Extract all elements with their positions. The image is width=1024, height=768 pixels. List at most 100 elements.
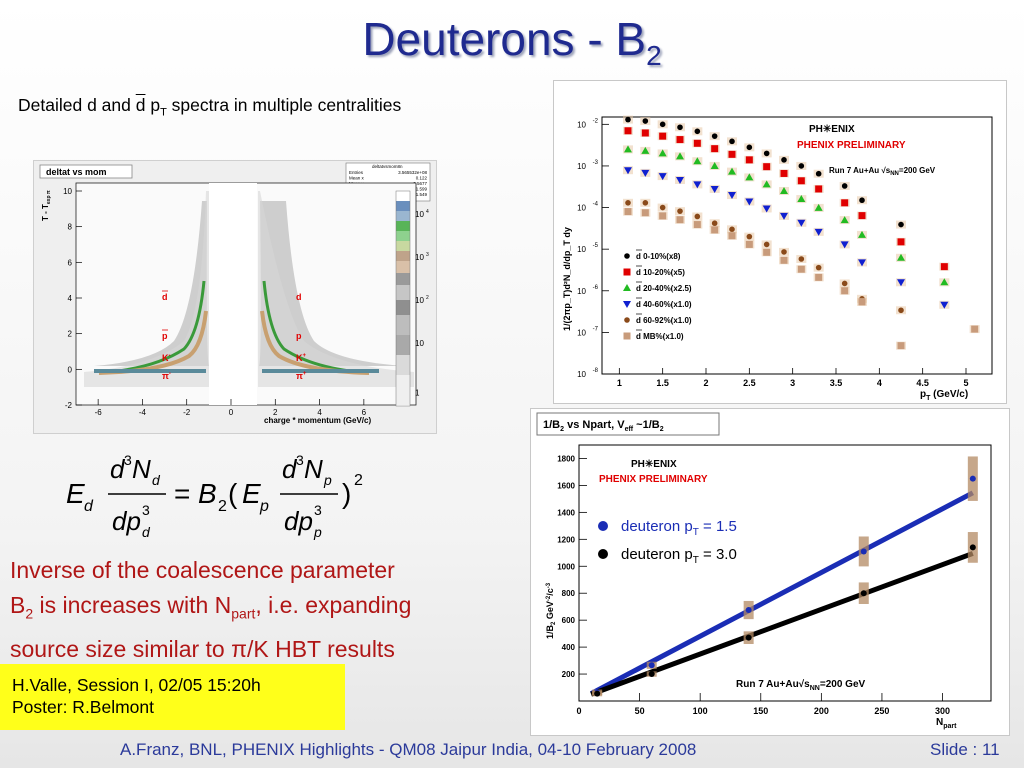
spectra-data-point (858, 259, 866, 267)
spectra-data-point (780, 256, 788, 264)
b2-ytick-label: 200 (562, 670, 576, 679)
spectra-ytick-label: 10 (577, 370, 586, 379)
spectra-xtick-label: 4 (877, 378, 882, 388)
slide-number: Slide : 11 (930, 740, 1000, 759)
b2-ytick-label: 1400 (557, 508, 575, 517)
subtitle-text-2: spectra in multiple centralities (166, 95, 402, 115)
b2-ytick-label: 1000 (557, 562, 575, 571)
spectra-data-point (642, 200, 649, 206)
spectra-data-point (897, 253, 905, 261)
pid-ytick-label: 6 (68, 258, 73, 267)
spectra-xtick-label: 5 (963, 378, 968, 388)
spectra-data-point (728, 167, 736, 175)
b2-phenix-logo: PH✳ENIX (631, 459, 677, 470)
b2-ytick-label: 1200 (557, 535, 575, 544)
pid-stats-value: 3.565532e+08 (398, 170, 427, 175)
spectra-data-point (814, 228, 823, 236)
conclusion-text: Inverse of the coalescence parameter B2 … (10, 553, 530, 667)
spectra-data-point (762, 180, 771, 188)
b2-tab (536, 412, 720, 436)
spectra-data-point (815, 264, 822, 271)
formula-sub-2: 2 (218, 498, 227, 515)
spectra-data-point (971, 325, 979, 333)
spectra-xtick-label: 3 (790, 378, 795, 388)
spectra-data-point (711, 145, 719, 153)
spectra-data-point (940, 278, 949, 286)
pid-gap (209, 183, 257, 405)
spectra-data-point (840, 216, 849, 224)
spectra-data-point (641, 146, 650, 154)
b2-preliminary: PHENIX PRELIMINARY (599, 474, 708, 485)
spectra-ytick-exp: -2 (593, 118, 599, 124)
info-line-poster: Poster: R.Belmont (12, 697, 154, 717)
pid-stats-value: 0.5677 (413, 181, 427, 186)
b2-xtick-label: 200 (814, 706, 829, 716)
formula-sub-p: p (259, 498, 269, 515)
b2-legend-marker (598, 521, 608, 531)
spectra-run-label: Run 7 Au+Au √sNN=200 GeV (829, 166, 936, 177)
spectra-data-point (624, 127, 632, 135)
conclusion-line-1: Inverse of the coalescence parameter (10, 557, 395, 583)
b2-run-label: Run 7 Au+Au√sNN=200 GeV (736, 679, 866, 692)
spectra-data-point (897, 238, 905, 246)
spectra-data-point (780, 169, 788, 177)
spectra-data-point (858, 212, 866, 220)
spectra-data-point (859, 197, 865, 204)
spectra-data-point (624, 145, 632, 153)
formula-N-d: N (132, 454, 151, 484)
spectra-data-point (898, 307, 904, 314)
spectra-data-point (746, 144, 753, 151)
pid-ytick-label: 4 (68, 294, 73, 303)
pid-left-haze (84, 191, 209, 387)
spectra-data-point (815, 273, 823, 281)
b2-ylabel: 1/B2 GeV-2/c-3 (545, 582, 557, 639)
title-subscript: 2 (646, 40, 662, 72)
b2-ytick-label: 1600 (557, 481, 575, 490)
spectra-data-point (676, 216, 684, 224)
pid-tab-label: deltat vs mom (46, 167, 107, 177)
pid-xtick-label: 6 (362, 408, 367, 417)
spectra-data-point (763, 248, 771, 256)
spectra-data-point (745, 156, 753, 164)
spectra-data-point (780, 212, 788, 220)
conclusion-line-3: source size similar to π/K HBT results (10, 635, 395, 662)
spectra-data-point (797, 265, 805, 273)
spectra-data-point (658, 149, 667, 157)
spectra-ytick-label: 10 (577, 162, 586, 171)
b2-xtick-label: 50 (635, 706, 645, 716)
spectra-xtick-label: 1 (617, 378, 622, 388)
spectra-legend-label: d 60-92%(x1.0) (636, 316, 692, 325)
spectra-data-point (745, 198, 754, 206)
pid-label-pos: p (296, 331, 302, 341)
formula-num-right: d (282, 454, 298, 484)
spectra-data-point (763, 163, 771, 171)
formula-den-left: dp (112, 506, 141, 536)
b2-ytick-label: 1800 (557, 454, 575, 463)
formula-N-p: N (304, 454, 323, 484)
spectra-data-point (711, 226, 719, 234)
b2-xtick-label: 150 (753, 706, 768, 716)
spectra-ytick-label: 10 (577, 245, 586, 254)
pid-stats-title: deltatvsmom8n (372, 164, 403, 169)
title-main: Deuterons - B (362, 13, 647, 65)
spectra-data-point (798, 163, 805, 169)
deuteron-spectra-plot: 10 -2 10 -3 10 -4 10 -5 10 -6 10 -7 10 -8 1 1.5 2 2.5 3 3.… (553, 80, 1007, 404)
spectra-ytick-exp: -5 (593, 243, 599, 249)
pid-label-pos: K+ (296, 353, 307, 363)
pid-xtick-label: -4 (139, 408, 147, 417)
spectra-data-point (797, 219, 806, 227)
pid-label-neg: K- (162, 353, 171, 363)
spectra-legend-marker (623, 332, 631, 340)
spectra-data-point (710, 161, 719, 169)
coalescence-formula: E d d 3 N d dp 3 d = B 2 ( E p d 3 N p d… (66, 452, 363, 540)
spectra-legend-marker (623, 268, 631, 276)
pid-right-haze (258, 191, 414, 387)
formula-exp-3b: 3 (142, 502, 150, 518)
formula-sub-p2: p (323, 472, 332, 488)
info-line-session: H.Valle, Session I, 02/05 15:20h (12, 675, 261, 695)
pid-xtick-label: -6 (95, 408, 103, 417)
formula-B: B (198, 478, 217, 509)
spectra-ytick-exp: -6 (593, 285, 599, 291)
b2-tab-label: 1/B2 vs Npart, Veff ~1/B2 (543, 419, 664, 433)
spectra-data-point (858, 230, 866, 238)
